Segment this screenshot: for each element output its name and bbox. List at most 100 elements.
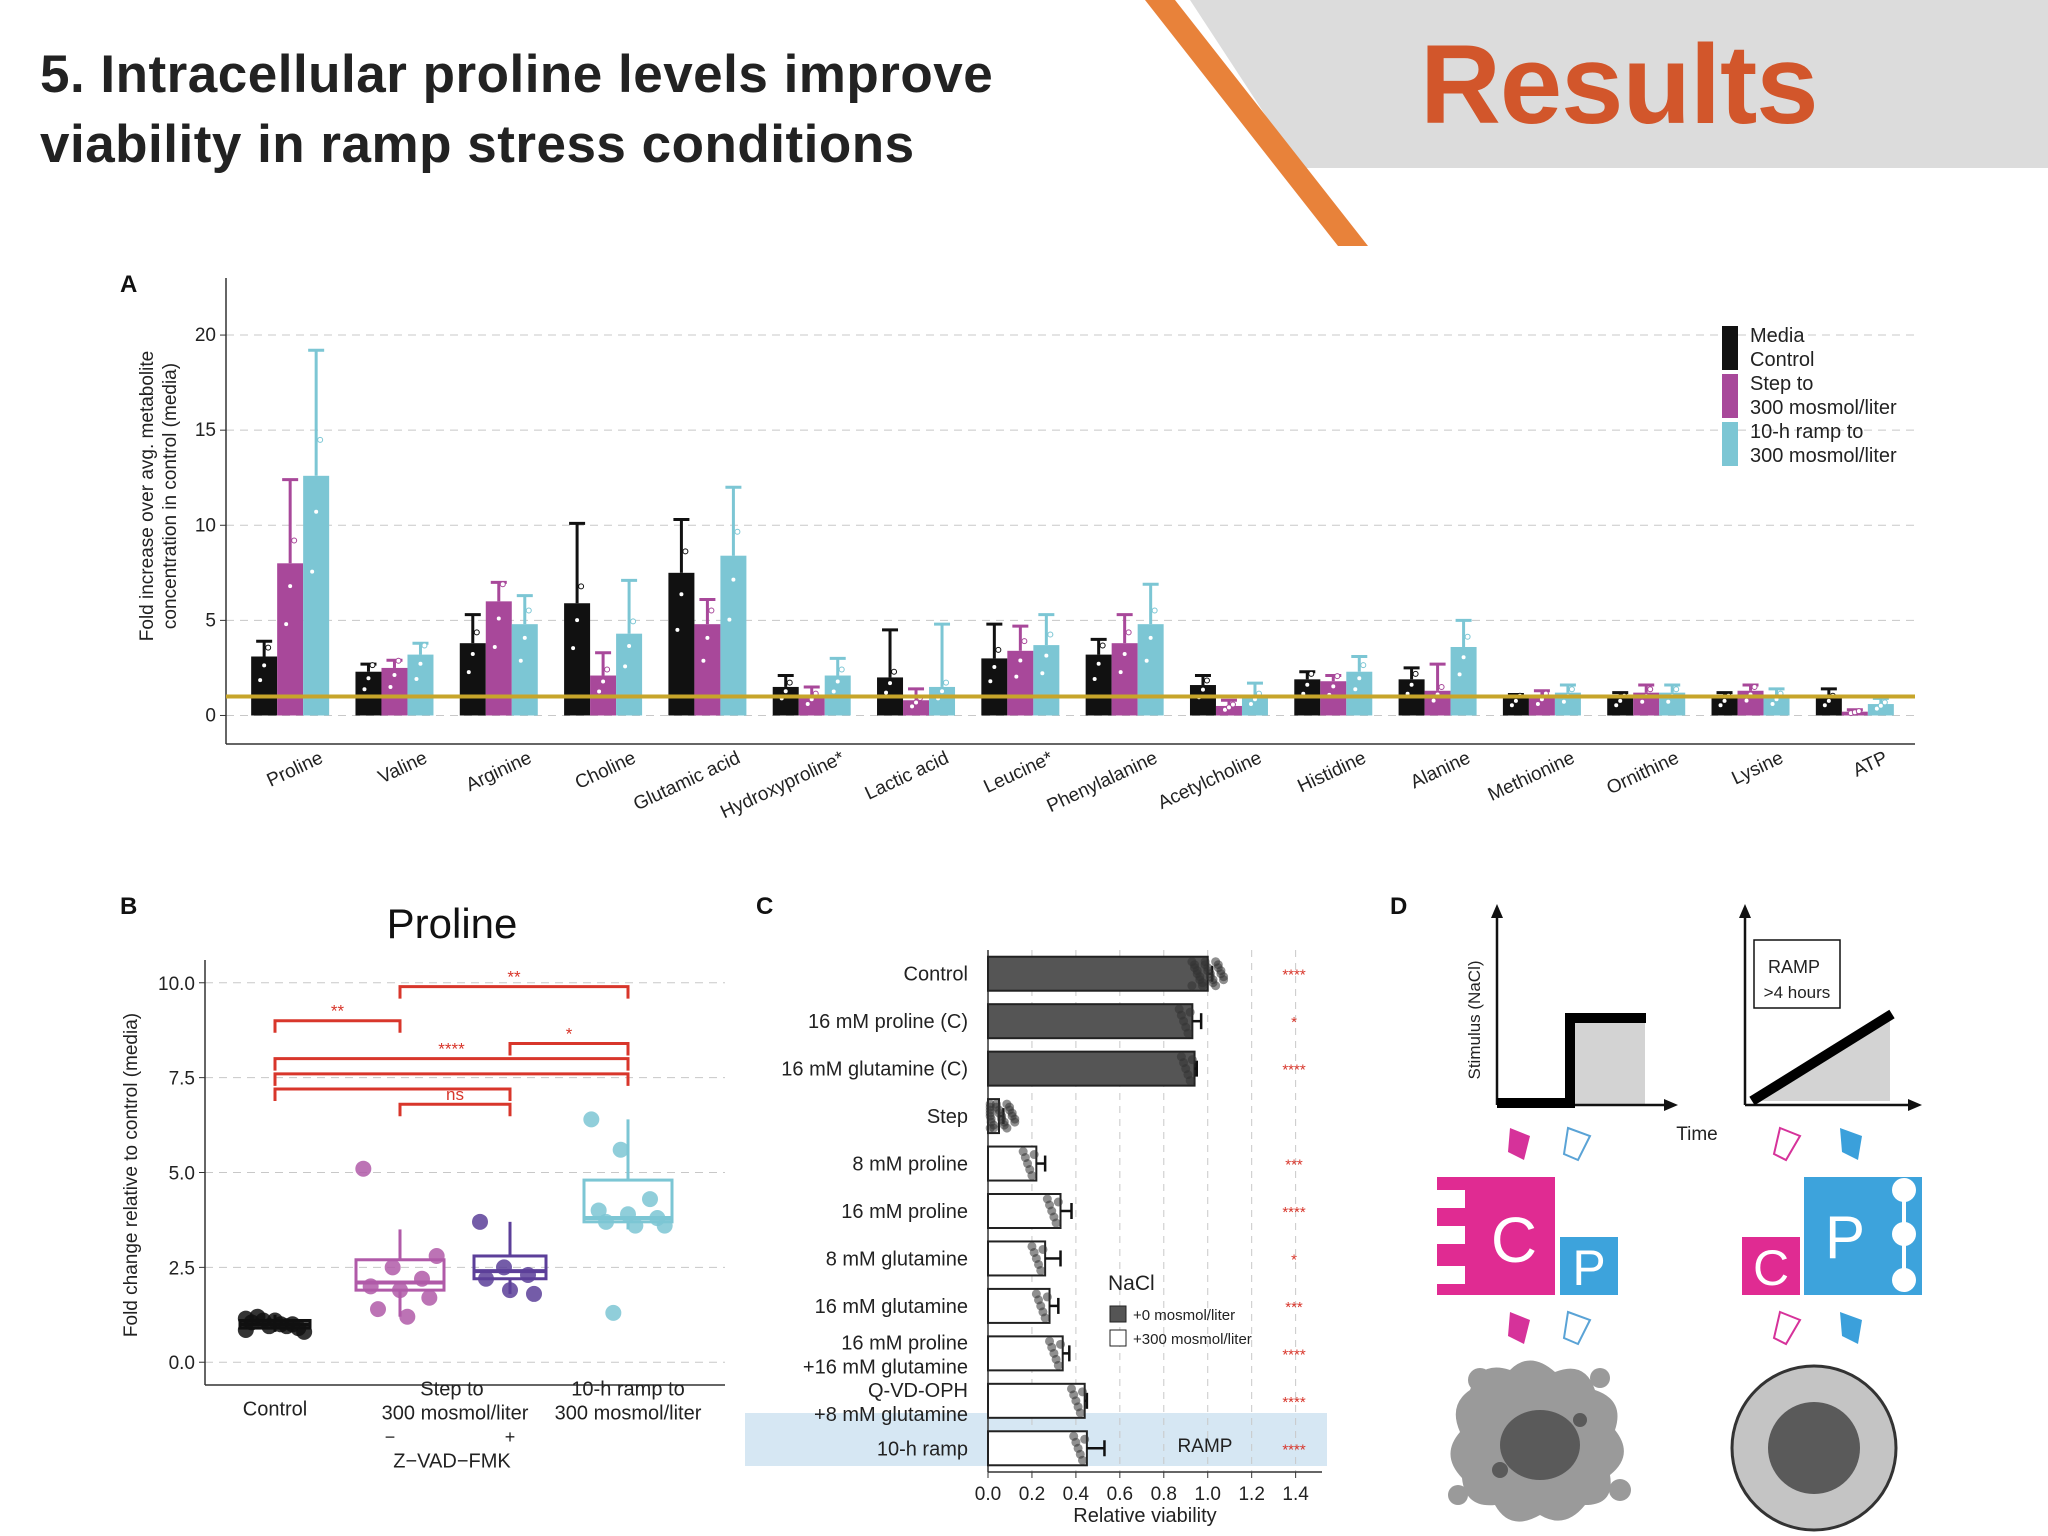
- healthy-cell-illustration: [1730, 1364, 1898, 1532]
- replicate-point: [1187, 981, 1197, 991]
- replicate-point: [525, 607, 532, 614]
- apoptotic-cell-illustration: [1448, 1360, 1631, 1522]
- replicate-point: [1042, 1292, 1052, 1302]
- bar-rect: [1502, 698, 1529, 716]
- viability-bar-10-h-ramp: 10-h ramp ****: [877, 1430, 1306, 1467]
- legend-label: 300 mosmol/liter: [1750, 397, 1897, 419]
- bar-lactic-acid-step-to-300-mosmol-liter: [903, 687, 930, 716]
- replicate-point: [283, 621, 290, 628]
- bar-histidine-media-control: [1294, 670, 1321, 716]
- arrow-blue-down-right-2: [1840, 1312, 1862, 1344]
- box-10-h-ramp: [582, 1111, 674, 1321]
- panel-b-group-label-step-2: 300 mosmol/liter: [382, 1403, 529, 1425]
- bar-proline-step-to-300-mosmol-liter: [277, 478, 304, 716]
- box-point: [620, 1206, 636, 1223]
- replicate-point: [413, 675, 420, 682]
- panel-b-group-label-ramp: 10-h ramp to: [571, 1379, 684, 1401]
- legend-swatch-media-control: [1722, 326, 1738, 370]
- bar-phenylalanine-10-h-ramp-to-300-mosmol-liter: [1137, 582, 1164, 716]
- legend-swatch-step-to-300-mosmol-liter: [1722, 374, 1738, 418]
- panel-a-category-leucine: Leucine*: [981, 747, 1057, 798]
- significance-bracket: **: [273, 1002, 402, 1033]
- bar-proline-10-h-ramp-to-300-mosmol-liter: [303, 348, 330, 716]
- replicate-point: [891, 668, 898, 675]
- panel-a-category-alanine: Alanine: [1407, 747, 1473, 793]
- panel-c-category-label: 16 mM glutamine (C): [781, 1059, 968, 1081]
- panel-c-xtick-label: 1.4: [1282, 1484, 1309, 1505]
- replicate-point: [1456, 671, 1463, 678]
- replicate-point: [1873, 705, 1880, 712]
- panel-a-ytick-label: 20: [195, 325, 216, 346]
- replicate-point: [1534, 701, 1541, 708]
- replicate-point: [1743, 697, 1750, 704]
- box-point: [296, 1323, 313, 1340]
- legend-label: Control: [1750, 349, 1814, 371]
- box-point: [384, 1259, 401, 1276]
- bar-leucine-10-h-ramp-to-300-mosmol-liter: [1033, 613, 1060, 716]
- replicate-point: [417, 660, 424, 667]
- panel-label-a: A: [120, 271, 137, 298]
- panel-b-ytick-label: 5.0: [169, 1164, 195, 1185]
- replicate-point: [574, 617, 581, 624]
- box-point: [428, 1247, 445, 1264]
- replicate-point: [287, 583, 294, 590]
- panel-a-category-phenylalanine: Phenylalanine: [1044, 747, 1161, 816]
- replicate-point: [1187, 1055, 1197, 1065]
- panel-a-category-lysine: Lysine: [1729, 747, 1787, 789]
- replicate-point: [943, 679, 950, 686]
- bar-rect: [903, 700, 930, 716]
- viability-bar-q-vd-oph-8-mm-glutamine: Q-VD-OPH+8 mM glutamine ****: [814, 1380, 1306, 1426]
- arrow-blue-down-right: [1840, 1128, 1862, 1160]
- bar-arginine-media-control: [459, 613, 486, 716]
- box-point: [502, 1282, 518, 1299]
- replicate-point: [1099, 642, 1106, 649]
- replicate-point: [604, 666, 611, 673]
- replicate-point: [491, 643, 498, 650]
- bar-ornithine-10-h-ramp-to-300-mosmol-liter: [1659, 683, 1686, 716]
- replicate-point: [1040, 1313, 1050, 1323]
- panel-c-significance: ****: [1282, 1441, 1306, 1458]
- legend-label: 300 mosmol/liter: [1750, 445, 1897, 467]
- panel-c-highlight-label: RAMP: [1178, 1436, 1233, 1457]
- replicate-point: [1508, 702, 1515, 709]
- panel-c-xtick-label: 1.2: [1238, 1484, 1264, 1505]
- bar-rect: [1241, 696, 1268, 716]
- legend-label: Step to: [1750, 373, 1813, 395]
- replicate-point: [1010, 1114, 1020, 1124]
- replicate-point: [391, 672, 398, 679]
- box-point: [370, 1301, 386, 1318]
- bar-choline-step-to-300-mosmol-liter: [590, 651, 617, 716]
- panel-c-significance: ***: [1285, 1157, 1303, 1174]
- box-point: [656, 1217, 673, 1234]
- replicate-point: [674, 626, 681, 633]
- box-point: [278, 1318, 295, 1335]
- replicate-point: [622, 663, 629, 670]
- panel-b-ytick-label: 7.5: [169, 1069, 195, 1090]
- box-point: [642, 1191, 658, 1208]
- bar-valine-step-to-300-mosmol-liter: [381, 657, 408, 716]
- panel-c-significance: ***: [1285, 1299, 1303, 1316]
- panel-a-category-ornithine: Ornithine: [1604, 747, 1683, 799]
- bar-lactic-acid-10-h-ramp-to-300-mosmol-liter: [929, 622, 956, 716]
- replicate-point: [257, 677, 264, 684]
- replicate-point: [1185, 1076, 1195, 1086]
- panel-a-category-choline: Choline: [572, 747, 639, 793]
- panel-a-category-lactic-acid: Lactic acid: [862, 747, 952, 804]
- viability-bar-8-mm-glutamine: 8 mM glutamine *: [826, 1240, 1297, 1277]
- replicate-point: [1053, 1197, 1063, 1207]
- replicate-point: [517, 657, 524, 664]
- arrow-magenta-down-left: [1508, 1128, 1530, 1160]
- significance-bracket: **: [398, 968, 630, 999]
- panel-c-significance: *: [1291, 1014, 1297, 1031]
- replicate-point: [1013, 673, 1020, 680]
- arrow-outline-down-right-2: [1772, 1310, 1802, 1346]
- replicate-point: [1075, 1408, 1085, 1418]
- replicate-point: [913, 699, 920, 706]
- replicate-point: [1211, 981, 1221, 991]
- panel-c-significance: ****: [1282, 1062, 1306, 1079]
- replicate-point: [1430, 697, 1437, 704]
- panel-c-xtick-label: 0.4: [1063, 1484, 1090, 1505]
- step-stimulus-graph: Stimulus (NaCl): [1465, 904, 1678, 1111]
- panel-a-ylabel: Fold increase over avg. metabolite: [137, 351, 158, 641]
- bar-hydroxyproline-step-to-300-mosmol-liter: [798, 685, 825, 716]
